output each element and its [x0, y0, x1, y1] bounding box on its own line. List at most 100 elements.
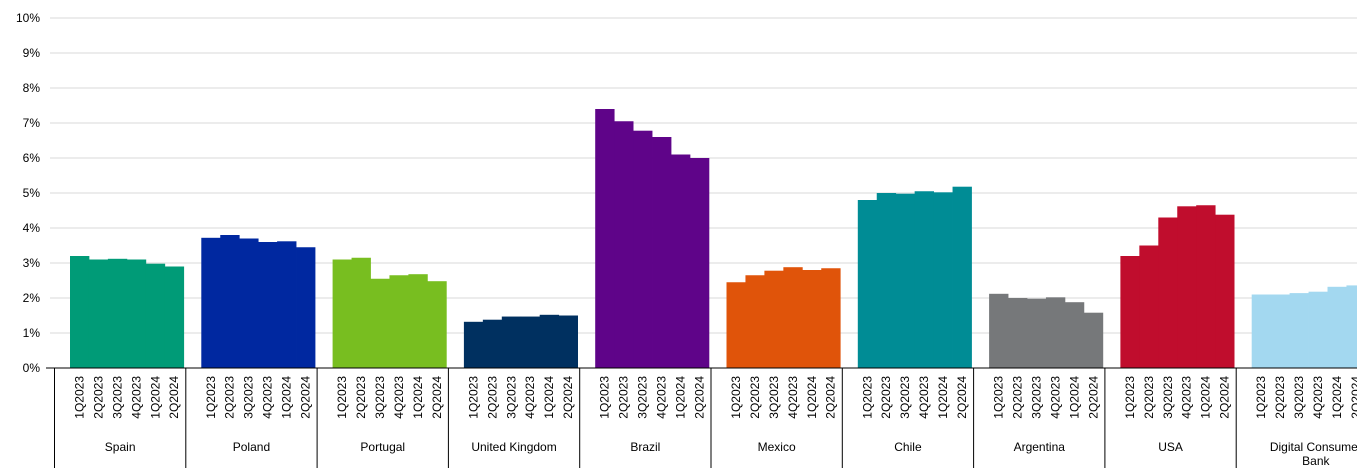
x-tick-label: 2Q2024: [561, 376, 575, 419]
bar-argentina-3q2023: [1027, 298, 1047, 368]
bar-portugal-2q2024: [427, 281, 447, 368]
bar-chile-2q2023: [876, 193, 897, 368]
x-tick-label: 1Q2023: [729, 376, 743, 419]
bar-poland-2q2024: [296, 247, 316, 368]
y-tick-label: 5%: [23, 186, 41, 200]
bar-mexico-1q2023: [726, 282, 746, 368]
x-tick-label: 1Q2023: [1254, 376, 1268, 419]
bar-chile-4q2023: [914, 191, 934, 368]
y-tick-label: 6%: [23, 151, 41, 165]
x-tick-label: 2Q2024: [824, 376, 838, 419]
bar-poland-1q2024: [277, 241, 297, 368]
x-tick-label: 4Q2023: [261, 376, 275, 419]
bar-spain-1q2023: [70, 256, 90, 368]
y-tick-label: 0%: [23, 361, 41, 375]
bar-spain-3q2023: [107, 258, 128, 368]
group-label: Argentina: [1014, 440, 1066, 454]
x-tick-label: 2Q2023: [1142, 376, 1156, 419]
x-tick-label: 1Q2023: [860, 376, 874, 419]
bar-brazil-3q2023: [633, 130, 653, 368]
y-tick-label: 2%: [23, 291, 41, 305]
bar-portugal-1q2024: [408, 274, 428, 368]
bar-usa-1q2023: [1120, 256, 1140, 368]
x-tick-label: 4Q2023: [655, 376, 669, 419]
x-tick-label: 4Q2023: [1180, 376, 1194, 419]
x-tick-label: 1Q2024: [148, 376, 162, 419]
bar-digital-consumer-bank-3q2023: [1289, 293, 1309, 368]
bar-united-kingdom-4q2023: [520, 316, 541, 368]
x-tick-label: 3Q2023: [1161, 376, 1175, 419]
bar-portugal-1q2023: [332, 259, 352, 368]
x-tick-label: 1Q2023: [466, 376, 480, 419]
bar-digital-consumer-bank-4q2023: [1308, 291, 1328, 368]
bar-mexico-2q2023: [745, 275, 765, 368]
group-label: Brazil: [630, 440, 660, 454]
bar-argentina-2q2024: [1083, 312, 1104, 368]
bar-digital-consumer-bank-2q2024: [1346, 285, 1357, 368]
bar-chile-1q2023: [857, 200, 878, 368]
y-tick-label: 3%: [23, 256, 41, 270]
bar-spain-2q2023: [88, 259, 109, 368]
y-axis-ticks: 0% 1% 2% 3% 4% 5% 6% 7% 8% 9% 10%: [16, 11, 40, 375]
bar-usa-3q2023: [1158, 217, 1178, 368]
x-tick-label: 3Q2023: [242, 376, 256, 419]
x-tick-label: 3Q2023: [767, 376, 781, 419]
group-label: Mexico: [758, 440, 796, 454]
x-tick-label: 3Q2023: [636, 376, 650, 419]
bar-chile-1q2024: [933, 192, 953, 368]
x-tick-label: 2Q2024: [167, 376, 181, 419]
x-tick-label: 3Q2023: [1029, 376, 1043, 419]
x-tick-label: 2Q2024: [299, 376, 313, 419]
group-label: Digital Consumer Bank: [1270, 440, 1357, 468]
x-tick-label: 2Q2023: [223, 376, 237, 419]
x-tick-label: 1Q2024: [1199, 376, 1213, 419]
bar-united-kingdom-2q2023: [482, 319, 503, 368]
x-tick-label: 1Q2024: [1067, 376, 1081, 419]
y-tick-label: 8%: [23, 81, 41, 95]
x-tick-label: 1Q2023: [1123, 376, 1137, 419]
x-tick-label: 4Q2023: [523, 376, 537, 419]
x-tick-label: 4Q2023: [786, 376, 800, 419]
bar-argentina-4q2023: [1045, 297, 1066, 368]
bar-digital-consumer-bank-1q2023: [1251, 294, 1272, 368]
x-tick-label: 2Q2023: [1273, 376, 1287, 419]
bar-brazil-2q2024: [689, 158, 710, 368]
x-axis-labels: 1Q2023 2Q2023 3Q2023 4Q2023 1Q2024 2Q2024 Spai…: [72, 376, 1357, 468]
bar-chile-3q2023: [895, 193, 916, 368]
x-tick-label: 1Q2023: [204, 376, 218, 419]
bar-united-kingdom-1q2024: [539, 314, 560, 368]
x-tick-label: 2Q2023: [879, 376, 893, 419]
x-tick-label: 2Q2024: [955, 376, 969, 419]
group-label: United Kingdom: [471, 440, 556, 454]
x-tick-label: 2Q2024: [1349, 376, 1357, 419]
bar-brazil-1q2024: [671, 154, 691, 368]
bars: [70, 109, 1357, 368]
bar-digital-consumer-bank-2q2023: [1270, 294, 1290, 368]
y-tick-label: 9%: [23, 46, 41, 60]
bar-digital-consumer-bank-1q2024: [1327, 286, 1347, 368]
x-tick-label: 1Q2023: [992, 376, 1006, 419]
x-tick-label: 1Q2023: [335, 376, 349, 419]
x-tick-label: 3Q2023: [898, 376, 912, 419]
x-tick-label: 2Q2024: [692, 376, 706, 419]
bar-argentina-1q2023: [989, 293, 1009, 368]
bar-spain-2q2024: [164, 266, 185, 368]
bar-poland-1q2023: [201, 237, 221, 368]
bar-brazil-4q2023: [652, 137, 672, 368]
bar-mexico-1q2024: [802, 270, 822, 368]
x-tick-label: 4Q2023: [1048, 376, 1062, 419]
bar-poland-4q2023: [258, 242, 278, 368]
x-tick-label: 1Q2024: [1330, 376, 1344, 419]
x-tick-label: 1Q2024: [673, 376, 687, 419]
y-tick-label: 10%: [16, 11, 40, 25]
bar-united-kingdom-1q2023: [463, 321, 484, 368]
x-tick-label: 2Q2023: [1011, 376, 1025, 419]
x-tick-label: 2Q2024: [430, 376, 444, 419]
bar-portugal-3q2023: [370, 278, 390, 368]
x-tick-label: 2Q2024: [1218, 376, 1232, 419]
bar-portugal-2q2023: [351, 257, 371, 368]
x-tick-label: 3Q2023: [373, 376, 387, 419]
bar-usa-1q2024: [1196, 205, 1216, 368]
x-tick-label: 4Q2023: [917, 376, 931, 419]
